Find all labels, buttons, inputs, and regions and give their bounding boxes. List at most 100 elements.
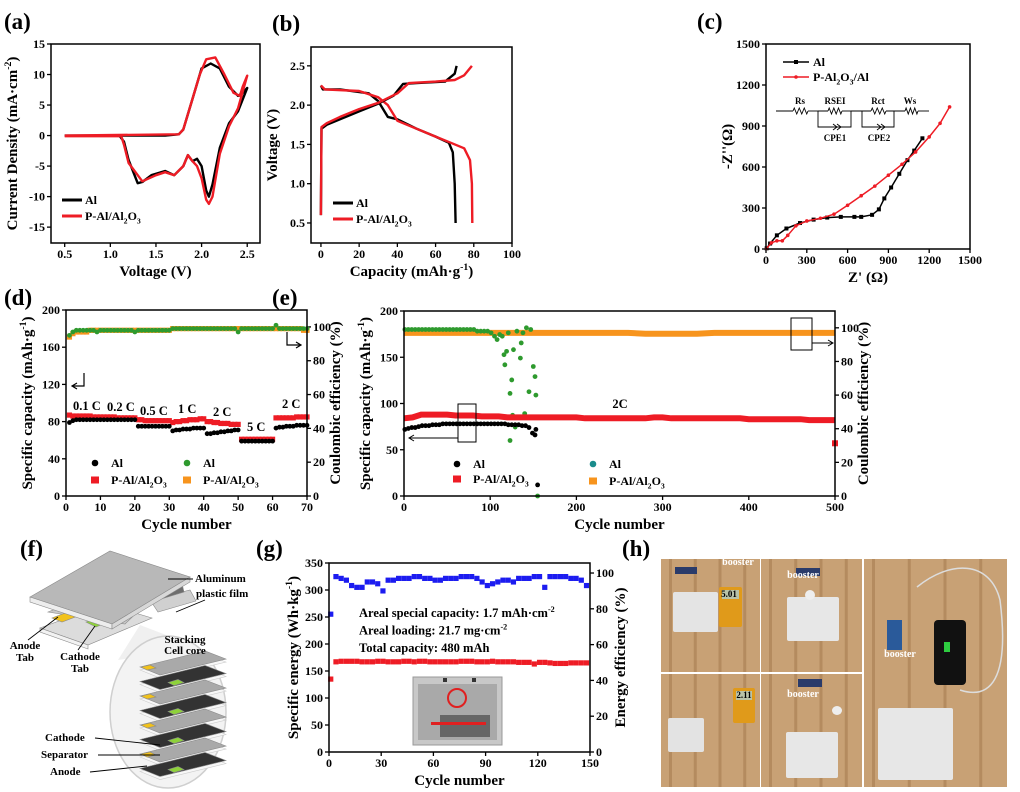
pouch-cell-photo (412, 676, 503, 746)
data-point (354, 658, 360, 664)
data-point (80, 417, 86, 423)
data-point (297, 414, 303, 420)
series-band (403, 411, 835, 424)
left-axis-arrow-icon (408, 434, 458, 442)
data-point (492, 421, 497, 427)
y-tick-label: 1.5 (290, 137, 305, 151)
y-tick-label: 1.0 (290, 177, 305, 191)
data-point (197, 326, 203, 331)
data-point (294, 414, 300, 420)
data-point (204, 419, 210, 425)
text-segment: 3 (525, 480, 529, 489)
data-point (87, 413, 93, 419)
y-tick-label: 40 (48, 452, 60, 466)
data-point (461, 421, 466, 427)
series-3 (404, 329, 835, 337)
legend-label: Al (203, 456, 216, 470)
schematic-label: Cathode (60, 651, 100, 663)
data-point (146, 423, 152, 429)
legend-entry: P-Al/Al2O3 (453, 472, 529, 489)
data-point (533, 427, 539, 432)
data-point (461, 327, 466, 332)
data-point (532, 374, 538, 379)
data-point (228, 326, 234, 331)
data-point (467, 327, 473, 332)
data-point (526, 659, 532, 665)
x-tick-label: 0 (326, 756, 332, 770)
data-point (419, 423, 425, 429)
data-point (300, 414, 307, 420)
x-axis-label: Cycle number (141, 517, 232, 533)
data-point (500, 577, 506, 583)
plot-frame (50, 43, 261, 244)
left-axis-arrow-icon (70, 373, 85, 390)
y-tick-label: 200 (380, 304, 398, 318)
data-point (422, 658, 428, 664)
legend-label: P-Al2O3/Al (813, 70, 869, 87)
data-point (80, 327, 86, 333)
data-point (463, 574, 470, 580)
wood-grain (819, 674, 823, 787)
data-point (156, 418, 162, 424)
data-point (505, 659, 511, 665)
data-point (507, 391, 513, 396)
data-point (457, 327, 463, 332)
logo-text-strip (431, 722, 486, 725)
data-point (153, 327, 158, 333)
data-point (479, 659, 485, 665)
y-tick-label: 100 (305, 691, 323, 705)
data-point (531, 574, 537, 580)
data-point (542, 584, 548, 590)
multimeter-reading: 2.11 (736, 690, 752, 700)
y-tick-label: -5 (35, 159, 45, 173)
data-point (474, 575, 480, 581)
x-tick-label: 1200 (917, 253, 941, 267)
y-tick-label: -10 (29, 190, 45, 204)
data-point (211, 430, 217, 436)
data-point (190, 425, 196, 431)
wood-grain (907, 559, 911, 787)
data-point (385, 577, 391, 583)
text-segment: 3 (163, 481, 167, 490)
data-point (437, 577, 443, 583)
text-segment: -1 (284, 581, 295, 589)
data-point (463, 658, 470, 664)
data-point (464, 421, 470, 427)
data-point (91, 417, 96, 423)
data-point (297, 422, 303, 428)
circuit-label: CPE2 (868, 133, 891, 143)
circuit-label: RSEI (824, 96, 846, 106)
x-tick-label: 30 (375, 756, 387, 770)
data-point (870, 212, 875, 217)
data-point (359, 584, 365, 590)
data-point (333, 659, 339, 665)
y-tick-label: 2.5 (290, 59, 305, 73)
data-point (517, 355, 523, 361)
data-point (201, 326, 207, 331)
x-tick-label: 60 (430, 247, 442, 261)
data-point (273, 326, 279, 332)
data-point (419, 327, 425, 332)
data-point (583, 582, 590, 589)
data-point (390, 659, 396, 665)
x-tick-label: 60 (267, 500, 279, 514)
data-point (98, 327, 103, 333)
series-2 (402, 325, 541, 499)
data-point (927, 135, 931, 139)
text-segment: 2 (150, 481, 154, 490)
data-point (876, 207, 881, 212)
booster-label: booster (722, 557, 754, 568)
data-point (149, 418, 155, 424)
panel-label: (a) (4, 9, 31, 34)
legend-entry: Al (783, 55, 826, 69)
data-point (785, 233, 790, 238)
x-tick-label: 500 (826, 500, 844, 514)
legend-marker (589, 477, 597, 485)
data-point (246, 326, 251, 331)
y-tick-label: 0.5 (290, 216, 305, 230)
data-point (252, 438, 258, 444)
data-point (270, 326, 275, 331)
data-point (343, 658, 349, 664)
plot-frame (765, 43, 971, 250)
y-axis-label: Specific energy (Wh·kg-1) (284, 576, 302, 739)
